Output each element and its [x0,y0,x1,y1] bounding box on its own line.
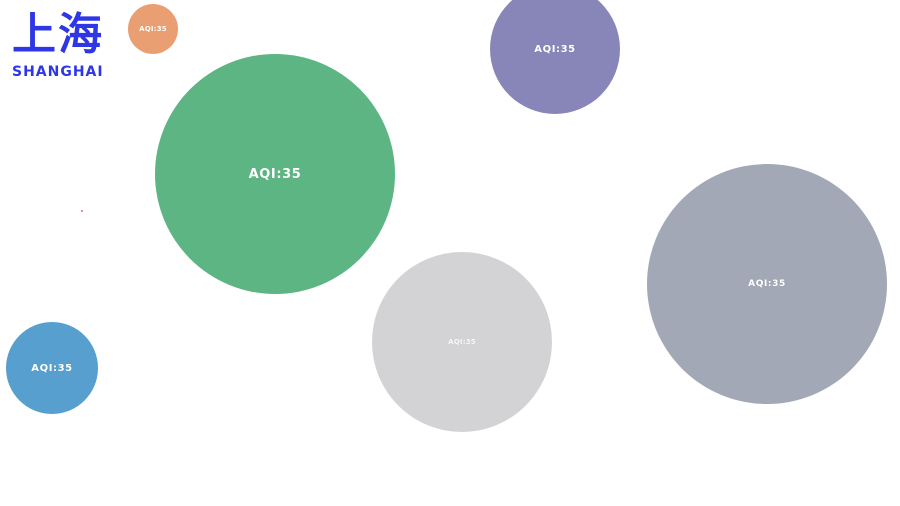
aqi-bubble-label: AQI:35 [248,166,302,182]
aqi-bubble-label: AQI:35 [139,25,167,33]
location-dot [81,210,83,212]
aqi-bubble-green[interactable]: AQI:35 [155,54,395,294]
city-brand: 上海 SHANGHAI [12,9,132,81]
aqi-bubble-orange[interactable]: AQI:35 [128,4,178,54]
aqi-bubble-label: AQI:35 [748,279,786,289]
aqi-bubble-label: AQI:35 [31,362,73,374]
aqi-bubble-purple[interactable]: AQI:35 [490,0,620,114]
aqi-bubble-label: AQI:35 [448,338,476,346]
aqi-bubble-gray-light[interactable]: AQI:35 [372,252,552,432]
city-name-english: SHANGHAI [12,64,104,80]
city-name-chinese: 上海 [12,9,104,60]
aqi-bubble-blue[interactable]: AQI:35 [6,322,98,414]
aqi-bubble-gray-large[interactable]: AQI:35 [647,164,887,404]
aqi-bubble-label: AQI:35 [534,43,576,55]
